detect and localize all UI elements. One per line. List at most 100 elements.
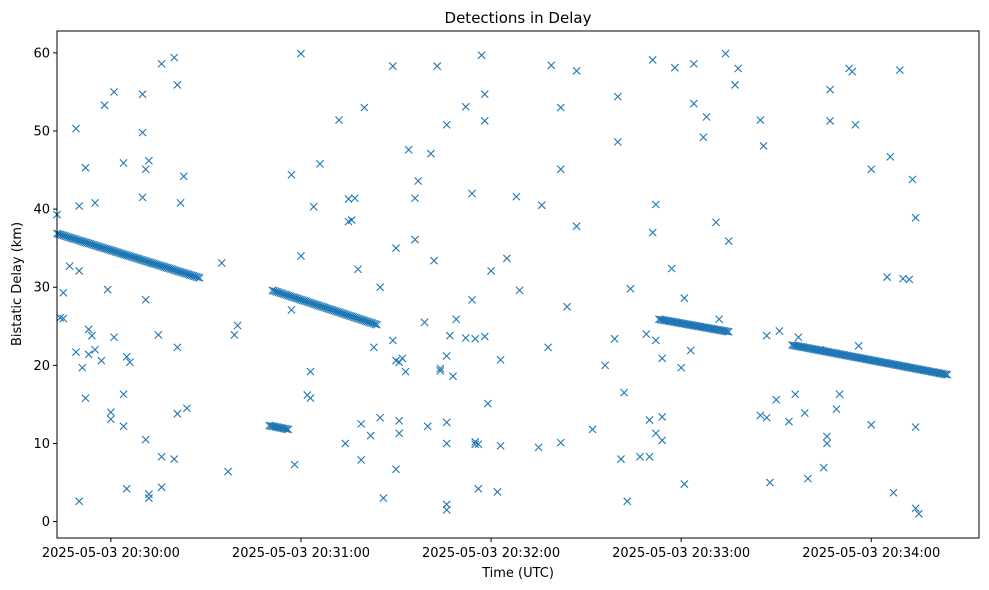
data-point-marker	[865, 355, 874, 364]
data-point-marker	[895, 361, 904, 370]
data-point-marker	[672, 318, 681, 327]
data-point-marker	[686, 346, 695, 355]
data-point-marker	[862, 355, 871, 364]
data-point-marker	[930, 368, 939, 377]
data-point-marker	[680, 294, 689, 303]
data-point-marker	[75, 497, 84, 506]
data-point-marker	[702, 323, 711, 332]
data-point-marker	[936, 369, 945, 378]
data-point-marker	[496, 355, 505, 364]
data-point-marker	[103, 285, 112, 294]
data-point-marker	[613, 137, 622, 146]
data-point-marker	[279, 424, 288, 433]
data-point-marker	[716, 326, 725, 335]
data-point-marker	[715, 315, 724, 324]
data-point-marker	[691, 321, 700, 330]
data-point-marker	[756, 116, 765, 125]
data-point-marker	[376, 413, 385, 422]
data-point-marker	[395, 429, 404, 438]
x-tick-label: 2025-05-03 20:31:00	[232, 546, 370, 561]
data-point-marker	[273, 423, 282, 432]
data-point-marker	[449, 372, 458, 381]
data-point-marker	[832, 349, 841, 358]
data-point-marker	[872, 357, 881, 366]
data-point-marker	[846, 352, 855, 361]
data-point-marker	[512, 192, 521, 201]
data-point-marker	[826, 85, 835, 94]
data-point-marker	[392, 465, 401, 474]
data-point-marker	[704, 324, 713, 333]
data-point-marker	[840, 351, 849, 360]
data-point-marker	[436, 366, 445, 375]
data-point-marker	[315, 159, 324, 168]
data-point-marker	[401, 367, 410, 376]
data-point-marker	[556, 165, 565, 174]
data-point-marker	[794, 333, 803, 342]
data-point-marker	[724, 237, 733, 246]
data-point-marker	[830, 349, 839, 358]
data-point-marker	[411, 194, 420, 203]
data-point-marker	[468, 189, 477, 198]
data-point-marker	[859, 354, 868, 363]
y-tick-label: 30	[33, 281, 50, 296]
data-point-marker	[296, 251, 305, 260]
data-point-marker	[694, 322, 703, 331]
chart-title: Detections in Delay	[445, 9, 592, 27]
data-point-marker	[688, 321, 697, 330]
data-point-marker	[794, 342, 803, 351]
data-point-marker	[800, 409, 809, 417]
data-point-marker	[683, 320, 692, 329]
data-point-marker	[658, 354, 667, 363]
data-point-marker	[655, 315, 663, 324]
data-point-marker	[357, 419, 366, 428]
y-tick-label: 20	[33, 359, 50, 374]
data-point-marker	[795, 342, 804, 351]
data-point-marker	[721, 49, 730, 58]
data-point-marker	[689, 321, 698, 330]
data-point-marker	[658, 315, 667, 324]
data-point-marker	[645, 452, 654, 461]
data-point-marker	[461, 334, 470, 343]
data-point-marker	[762, 413, 771, 422]
data-point-marker	[442, 505, 451, 514]
data-point-marker	[296, 49, 305, 58]
data-point-marker	[106, 415, 115, 424]
data-point-marker	[125, 358, 134, 367]
data-point-marker	[182, 404, 191, 413]
data-point-marker	[908, 364, 917, 373]
data-point-marker	[388, 336, 397, 345]
data-point-marker	[616, 455, 625, 464]
data-point-marker	[867, 420, 876, 429]
data-point-marker	[856, 354, 865, 363]
data-point-marker	[620, 388, 629, 397]
data-point-marker	[886, 152, 895, 161]
data-point-marker	[929, 368, 938, 376]
data-point-marker	[827, 348, 836, 357]
data-point-marker	[268, 422, 277, 431]
data-point-marker	[894, 361, 903, 370]
data-point-marker	[914, 509, 923, 518]
data-point-marker	[667, 317, 676, 326]
data-point-marker	[544, 343, 553, 352]
data-point-marker	[91, 345, 100, 354]
data-point-marker	[601, 361, 610, 370]
data-point-marker	[659, 316, 668, 325]
data-point-marker	[610, 334, 619, 343]
data-point-marker	[715, 326, 724, 335]
data-point-marker	[369, 343, 378, 352]
data-point-marker	[474, 484, 483, 493]
data-point-marker	[911, 504, 920, 513]
data-point-marker	[881, 358, 890, 367]
data-point-marker	[110, 333, 119, 342]
data-point-marker	[914, 365, 923, 374]
data-point-marker	[176, 198, 185, 207]
data-point-marker	[710, 325, 719, 334]
data-point-marker	[59, 288, 68, 297]
x-tick-label: 2025-05-03 20:34:00	[802, 546, 940, 561]
data-point-marker	[917, 365, 926, 374]
data-point-marker	[347, 216, 356, 225]
data-point-marker	[556, 103, 565, 112]
data-point-marker	[670, 318, 679, 327]
data-point-marker	[480, 332, 489, 341]
data-point-marker	[805, 344, 814, 353]
